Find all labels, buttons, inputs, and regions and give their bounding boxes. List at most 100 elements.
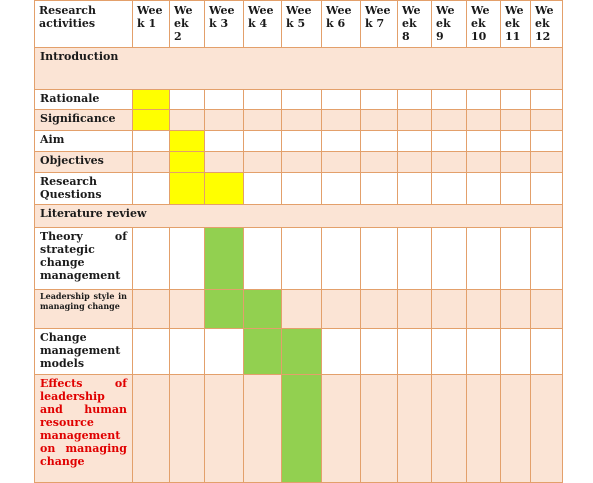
week-cell-row2-week10 <box>467 110 501 131</box>
week-cell-row7-week5 <box>282 228 322 290</box>
gantt-bar-row5-week2 <box>170 173 205 205</box>
week-cell-row7-week12 <box>531 228 563 290</box>
week-cell-row3-week10 <box>467 131 501 152</box>
week-cell-row8-week2 <box>170 290 205 329</box>
week-cell-row2-week11 <box>501 110 531 131</box>
week-cell-row2-week6 <box>322 110 361 131</box>
week-cell-row2-week12 <box>531 110 563 131</box>
week-cell-row9-week2 <box>170 329 205 375</box>
gantt-bar-row7-week3 <box>205 228 244 290</box>
header-research-activities: Research activities <box>34 0 133 48</box>
week-cell-row2-week5 <box>282 110 322 131</box>
gantt-chart-table: Research activities Wee k 1 We ek 2 Wee k 3… <box>34 0 563 483</box>
week-cell-row9-week9 <box>432 329 467 375</box>
gantt-bar-row9-week4 <box>244 329 282 375</box>
week-cell-row5-week5 <box>282 173 322 205</box>
activity-label-10: Effects of leadership and human resource… <box>34 375 133 483</box>
week-cell-row9-week11 <box>501 329 531 375</box>
week-cell-row2-week7 <box>361 110 398 131</box>
week-cell-row4-week8 <box>398 152 432 173</box>
week-cell-row5-week10 <box>467 173 501 205</box>
week-cell-row9-week6 <box>322 329 361 375</box>
week-cell-row7-week10 <box>467 228 501 290</box>
activity-label-8: Leadership style in managing change <box>34 290 133 329</box>
header-week-8: We ek 8 <box>398 0 432 48</box>
week-cell-row4-week3 <box>205 152 244 173</box>
week-cell-row9-week3 <box>205 329 244 375</box>
week-cell-row2-week2 <box>170 110 205 131</box>
week-cell-row8-week10 <box>467 290 501 329</box>
header-week-7: Wee k 7 <box>361 0 398 48</box>
header-week-6: Wee k 6 <box>322 0 361 48</box>
week-cell-row3-week5 <box>282 131 322 152</box>
week-cell-row10-week10 <box>467 375 501 483</box>
week-cell-row4-week6 <box>322 152 361 173</box>
gantt-bar-row9-week5 <box>282 329 322 375</box>
week-cell-row3-week7 <box>361 131 398 152</box>
header-week-10: We ek 10 <box>467 0 501 48</box>
activity-label-4: Objectives <box>34 152 133 173</box>
week-cell-row10-week9 <box>432 375 467 483</box>
gantt-bar-row10-week5 <box>282 375 322 483</box>
week-cell-row9-week10 <box>467 329 501 375</box>
week-cell-row1-week6 <box>322 90 361 110</box>
week-cell-row2-week9 <box>432 110 467 131</box>
header-week-4: Wee k 4 <box>244 0 282 48</box>
week-cell-row7-week4 <box>244 228 282 290</box>
gantt-bar-row8-week3 <box>205 290 244 329</box>
week-cell-row8-week12 <box>531 290 563 329</box>
week-cell-row8-week1 <box>133 290 170 329</box>
week-cell-row1-week9 <box>432 90 467 110</box>
week-cell-row8-week8 <box>398 290 432 329</box>
week-cell-row7-week7 <box>361 228 398 290</box>
section-row-0: Introduction <box>34 48 563 90</box>
week-cell-row4-week1 <box>133 152 170 173</box>
week-cell-row5-week12 <box>531 173 563 205</box>
week-cell-row5-week7 <box>361 173 398 205</box>
section-row-6: Literature review <box>34 205 563 228</box>
week-cell-row1-week4 <box>244 90 282 110</box>
week-cell-row7-week6 <box>322 228 361 290</box>
header-week-9: We ek 9 <box>432 0 467 48</box>
activity-label-7: Theory of strategic change management <box>34 228 133 290</box>
week-cell-row5-week6 <box>322 173 361 205</box>
gantt-bar-row2-week1 <box>133 110 170 131</box>
week-cell-row8-week6 <box>322 290 361 329</box>
week-cell-row8-week9 <box>432 290 467 329</box>
week-cell-row1-week8 <box>398 90 432 110</box>
week-cell-row8-week7 <box>361 290 398 329</box>
header-week-5: Wee k 5 <box>282 0 322 48</box>
header-week-3: Wee k 3 <box>205 0 244 48</box>
gantt-bar-row1-week1 <box>133 90 170 110</box>
week-cell-row4-week5 <box>282 152 322 173</box>
week-cell-row3-week12 <box>531 131 563 152</box>
week-cell-row7-week9 <box>432 228 467 290</box>
gantt-bar-row3-week2 <box>170 131 205 152</box>
week-cell-row3-week6 <box>322 131 361 152</box>
week-cell-row8-week5 <box>282 290 322 329</box>
week-cell-row5-week11 <box>501 173 531 205</box>
week-cell-row4-week10 <box>467 152 501 173</box>
header-week-1: Wee k 1 <box>133 0 170 48</box>
week-cell-row9-week7 <box>361 329 398 375</box>
gantt-bar-row4-week2 <box>170 152 205 173</box>
week-cell-row10-week11 <box>501 375 531 483</box>
week-cell-row4-week12 <box>531 152 563 173</box>
week-cell-row10-week7 <box>361 375 398 483</box>
week-cell-row10-week6 <box>322 375 361 483</box>
gantt-bar-row8-week4 <box>244 290 282 329</box>
week-cell-row7-week1 <box>133 228 170 290</box>
week-cell-row9-week1 <box>133 329 170 375</box>
week-cell-row1-week3 <box>205 90 244 110</box>
week-cell-row3-week1 <box>133 131 170 152</box>
week-cell-row5-week4 <box>244 173 282 205</box>
week-cell-row5-week1 <box>133 173 170 205</box>
header-week-12: We ek 12 <box>531 0 563 48</box>
week-cell-row10-week12 <box>531 375 563 483</box>
week-cell-row10-week8 <box>398 375 432 483</box>
week-cell-row9-week8 <box>398 329 432 375</box>
week-cell-row3-week4 <box>244 131 282 152</box>
week-cell-row3-week9 <box>432 131 467 152</box>
week-cell-row2-week3 <box>205 110 244 131</box>
week-cell-row4-week4 <box>244 152 282 173</box>
